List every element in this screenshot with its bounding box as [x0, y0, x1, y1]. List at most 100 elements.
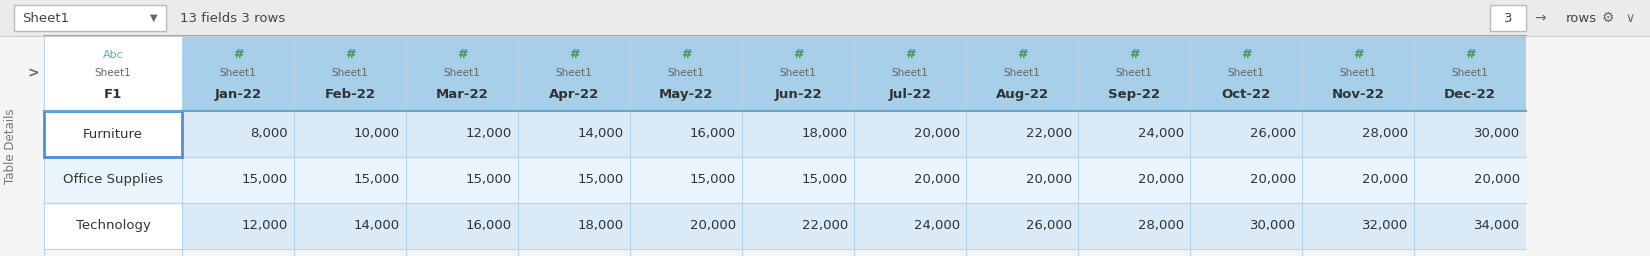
Text: 15,000: 15,000	[353, 174, 399, 187]
Bar	[182, 111, 1526, 157]
Text: F1: F1	[104, 88, 122, 101]
Text: 14,000: 14,000	[353, 219, 399, 232]
Text: 18,000: 18,000	[578, 219, 624, 232]
Bar	[45, 111, 182, 157]
Bar	[45, 36, 1526, 111]
Text: Sep-22: Sep-22	[1109, 88, 1160, 101]
Text: 30,000: 30,000	[1473, 127, 1520, 141]
Text: 15,000: 15,000	[802, 174, 848, 187]
Text: 24,000: 24,000	[1138, 127, 1185, 141]
Text: Sheet1: Sheet1	[891, 69, 929, 79]
Text: 20,000: 20,000	[1473, 174, 1520, 187]
Text: 34,000: 34,000	[1473, 219, 1520, 232]
Text: Sheet1: Sheet1	[219, 69, 256, 79]
Bar	[45, 111, 182, 157]
Text: 15,000: 15,000	[578, 174, 624, 187]
Text: #: #	[1129, 48, 1138, 61]
Text: Nov-22: Nov-22	[1332, 88, 1384, 101]
Text: 20,000: 20,000	[914, 127, 960, 141]
Bar	[45, 203, 182, 249]
Text: Feb-22: Feb-22	[325, 88, 376, 101]
Text: 20,000: 20,000	[914, 174, 960, 187]
Text: #: #	[904, 48, 916, 61]
Bar	[13, 5, 167, 31]
Text: #: #	[569, 48, 579, 61]
Text: #: #	[1353, 48, 1363, 61]
Text: Table Details: Table Details	[5, 108, 18, 184]
Text: 24,000: 24,000	[914, 219, 960, 232]
Text: #: #	[1016, 48, 1028, 61]
Text: 30,000: 30,000	[1251, 219, 1295, 232]
Text: #: #	[345, 48, 355, 61]
Text: Apr-22: Apr-22	[549, 88, 599, 101]
Text: Jan-22: Jan-22	[214, 88, 262, 101]
Text: 3: 3	[1503, 12, 1513, 25]
Text: 15,000: 15,000	[243, 174, 289, 187]
Text: ⚙: ⚙	[1602, 11, 1614, 25]
Text: Sheet1: Sheet1	[1228, 69, 1264, 79]
Bar	[182, 203, 1526, 249]
Text: #: #	[457, 48, 467, 61]
Text: 13 fields 3 rows: 13 fields 3 rows	[180, 12, 285, 25]
Text: 20,000: 20,000	[690, 219, 736, 232]
Text: #: #	[233, 48, 243, 61]
Text: Office Supplies: Office Supplies	[63, 174, 163, 187]
Text: Sheet1: Sheet1	[1452, 69, 1488, 79]
Text: 20,000: 20,000	[1361, 174, 1407, 187]
Text: 12,000: 12,000	[243, 219, 289, 232]
Text: Sheet1: Sheet1	[556, 69, 592, 79]
Text: 26,000: 26,000	[1026, 219, 1072, 232]
Text: 26,000: 26,000	[1251, 127, 1295, 141]
Bar	[21, 36, 45, 256]
Text: 12,000: 12,000	[465, 127, 512, 141]
Text: Dec-22: Dec-22	[1444, 88, 1497, 101]
Text: Technology: Technology	[76, 219, 150, 232]
Text: Aug-22: Aug-22	[995, 88, 1048, 101]
Text: Sheet1: Sheet1	[779, 69, 817, 79]
Text: ▼: ▼	[150, 13, 158, 23]
Text: Oct-22: Oct-22	[1221, 88, 1270, 101]
Text: rows: rows	[1566, 12, 1597, 25]
Text: Sheet1: Sheet1	[1340, 69, 1376, 79]
Text: 16,000: 16,000	[465, 219, 512, 232]
Text: 20,000: 20,000	[1251, 174, 1295, 187]
Text: Mar-22: Mar-22	[436, 88, 488, 101]
Text: 22,000: 22,000	[1026, 127, 1072, 141]
Text: Jul-22: Jul-22	[889, 88, 932, 101]
Bar	[0, 0, 1650, 36]
Text: 8,000: 8,000	[251, 127, 289, 141]
Bar	[0, 36, 1650, 256]
Text: 28,000: 28,000	[1138, 219, 1185, 232]
Text: 15,000: 15,000	[690, 174, 736, 187]
Text: #: #	[681, 48, 691, 61]
Bar	[182, 157, 1526, 203]
Text: 15,000: 15,000	[465, 174, 512, 187]
Text: #: #	[792, 48, 804, 61]
Text: 32,000: 32,000	[1361, 219, 1407, 232]
Text: #: #	[1241, 48, 1251, 61]
Text: 28,000: 28,000	[1361, 127, 1407, 141]
Bar	[0, 36, 21, 256]
Text: 20,000: 20,000	[1138, 174, 1185, 187]
Text: #: #	[1465, 48, 1475, 61]
Text: →: →	[1534, 11, 1546, 25]
Text: Sheet1: Sheet1	[332, 69, 368, 79]
Text: 16,000: 16,000	[690, 127, 736, 141]
Text: 22,000: 22,000	[802, 219, 848, 232]
Text: Abc: Abc	[102, 50, 124, 60]
Text: May-22: May-22	[658, 88, 713, 101]
Text: Sheet1: Sheet1	[94, 69, 132, 79]
Text: Sheet1: Sheet1	[444, 69, 480, 79]
Text: Sheet1: Sheet1	[21, 12, 69, 25]
Text: 14,000: 14,000	[578, 127, 624, 141]
Text: 20,000: 20,000	[1026, 174, 1072, 187]
Bar	[1490, 5, 1526, 31]
Text: Jun-22: Jun-22	[774, 88, 822, 101]
Text: 10,000: 10,000	[353, 127, 399, 141]
Text: Furniture: Furniture	[82, 127, 144, 141]
Text: ∨: ∨	[1625, 12, 1635, 25]
Text: Sheet1: Sheet1	[1003, 69, 1041, 79]
Text: Sheet1: Sheet1	[668, 69, 705, 79]
Text: Sheet1: Sheet1	[1115, 69, 1152, 79]
Bar	[45, 157, 182, 203]
